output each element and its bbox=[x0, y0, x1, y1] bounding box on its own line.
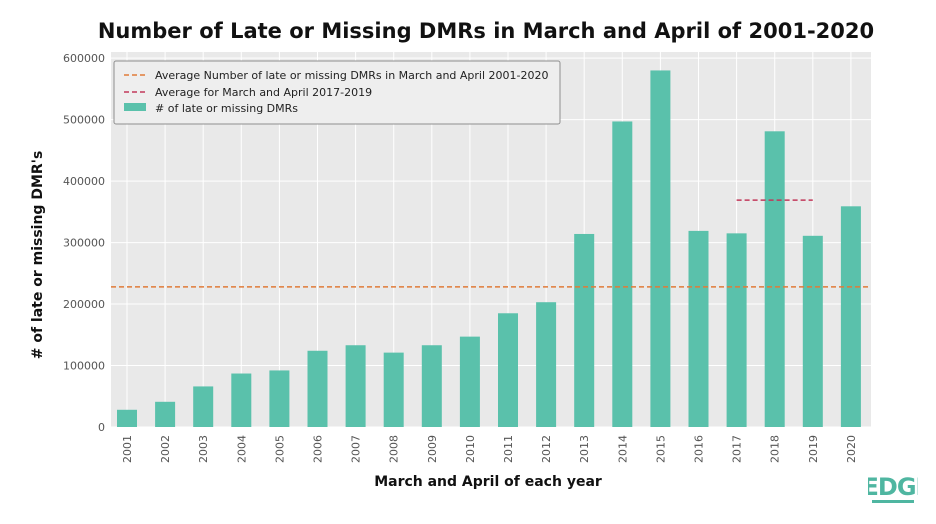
bar-2020 bbox=[840, 206, 861, 427]
bar-2015 bbox=[650, 70, 671, 427]
y-tick-label: 0 bbox=[98, 421, 105, 434]
x-axis-ticks: 2001 2002 2003 2004 2005 2006 2007 2008 2009 2010… bbox=[121, 435, 858, 463]
y-axis-title: # of late or missing DMR's bbox=[30, 151, 46, 360]
bar-2007 bbox=[345, 345, 366, 427]
bar-2010 bbox=[459, 336, 480, 427]
bar-2013 bbox=[574, 233, 595, 427]
svg-text:EDGI: EDGI bbox=[868, 473, 918, 501]
y-tick-label: 600000 bbox=[63, 52, 105, 65]
bar-2019 bbox=[802, 235, 823, 427]
legend-swatch-bars bbox=[124, 103, 146, 111]
chart-title: Number of Late or Missing DMRs in March … bbox=[98, 19, 874, 43]
legend-label-bars: # of late or missing DMRs bbox=[155, 102, 298, 115]
bar-2018 bbox=[764, 131, 785, 427]
bar-2004 bbox=[231, 373, 252, 427]
x-tick-label: 2011 bbox=[502, 435, 515, 463]
y-tick-label: 100000 bbox=[63, 360, 105, 373]
bar-2005 bbox=[269, 370, 290, 427]
bar-2014 bbox=[612, 121, 633, 427]
y-tick-label: 500000 bbox=[63, 114, 105, 127]
bar-2002 bbox=[155, 401, 176, 427]
x-tick-label: 2016 bbox=[693, 435, 706, 463]
x-tick-label: 2008 bbox=[388, 435, 401, 463]
x-tick-label: 2020 bbox=[845, 435, 858, 463]
x-tick-label: 2004 bbox=[235, 435, 248, 463]
edgi-logo: EDGI bbox=[868, 473, 918, 503]
bar-2001 bbox=[117, 409, 137, 427]
x-tick-label: 2018 bbox=[769, 435, 782, 463]
bar-2008 bbox=[383, 352, 404, 427]
y-axis-ticks: 0 100000 200000 300000 400000 500000 600000 bbox=[63, 52, 105, 434]
reference-lines bbox=[111, 199, 871, 288]
bar-2011 bbox=[498, 313, 518, 427]
x-tick-label: 2001 bbox=[121, 435, 134, 463]
legend-label-recent-average: Average for March and April 2017-2019 bbox=[155, 86, 372, 99]
x-tick-label: 2013 bbox=[578, 435, 591, 463]
x-tick-label: 2015 bbox=[654, 435, 667, 463]
bar-2009 bbox=[421, 345, 442, 427]
y-tick-label: 400000 bbox=[63, 175, 105, 188]
y-tick-label: 200000 bbox=[63, 298, 105, 311]
x-tick-label: 2017 bbox=[731, 435, 744, 463]
x-tick-label: 2003 bbox=[197, 435, 210, 463]
bar-2012 bbox=[536, 302, 557, 427]
x-tick-label: 2006 bbox=[312, 435, 325, 463]
bar-2017 bbox=[726, 233, 747, 427]
y-tick-label: 300000 bbox=[63, 237, 105, 250]
x-tick-label: 2005 bbox=[273, 435, 286, 463]
x-axis-title: March and April of each year bbox=[374, 474, 602, 490]
x-tick-label: 2007 bbox=[350, 435, 363, 463]
bar-2003 bbox=[193, 386, 214, 427]
bar-2016 bbox=[688, 230, 709, 427]
x-tick-label: 2002 bbox=[159, 435, 172, 463]
bar-2006 bbox=[307, 350, 328, 427]
legend-label-overall-average: Average Number of late or missing DMRs i… bbox=[155, 69, 549, 82]
x-tick-label: 2009 bbox=[426, 435, 439, 463]
x-tick-label: 2010 bbox=[464, 435, 477, 463]
bars bbox=[117, 70, 861, 427]
legend-box bbox=[113, 60, 561, 125]
x-tick-label: 2014 bbox=[616, 435, 629, 463]
legend: Average Number of late or missing DMRs i… bbox=[113, 60, 561, 125]
x-tick-label: 2012 bbox=[540, 435, 553, 463]
x-tick-label: 2019 bbox=[807, 435, 820, 463]
